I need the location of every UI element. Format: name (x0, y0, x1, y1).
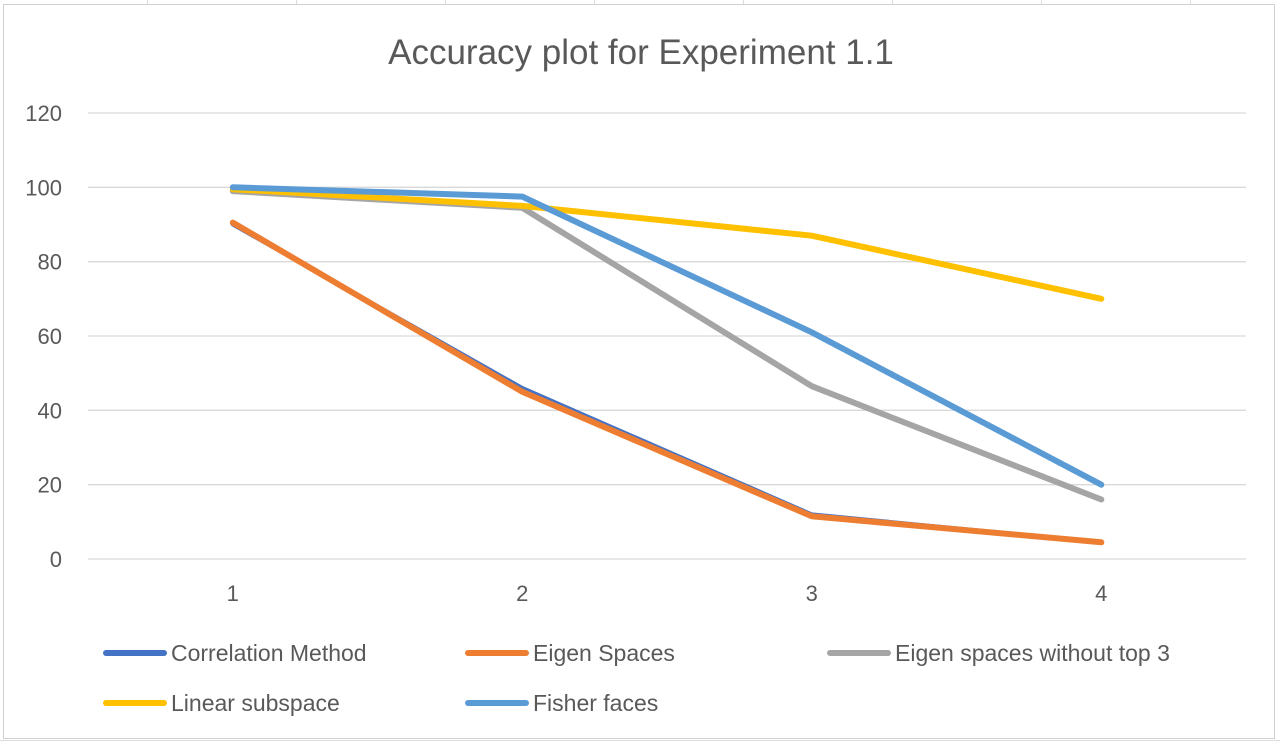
x-tick-label: 4 (1095, 581, 1107, 606)
legend: Correlation Method Eigen Spaces Eigen spac… (103, 640, 1170, 716)
x-axis-tick-labels: 1 2 3 4 (227, 581, 1108, 606)
sheet-gridline (892, 0, 893, 4)
sheet-gridline (594, 0, 595, 4)
sheet-gridline (743, 0, 744, 4)
y-tick-label: 60 (38, 324, 62, 349)
legend-label: Eigen Spaces (533, 640, 675, 666)
x-tick-label: 1 (227, 581, 239, 606)
x-tick-label: 3 (806, 581, 818, 606)
chart-title: Accuracy plot for Experiment 1.1 (388, 33, 894, 72)
legend-item-correlation-method[interactable]: Correlation Method (103, 640, 367, 666)
legend-item-eigen-spaces[interactable]: Eigen Spaces (465, 640, 675, 666)
legend-label: Linear subspace (171, 690, 340, 716)
series-line-eigen-spaces[interactable] (229, 219, 1105, 546)
gridlines (88, 112, 1246, 560)
series-line-linear-subspace[interactable] (229, 186, 1105, 302)
series-line-fisher-faces[interactable] (229, 184, 1105, 488)
y-tick-label: 100 (25, 175, 62, 200)
sheet-gridline (0, 740, 1280, 741)
legend-label: Eigen spaces without top 3 (895, 640, 1170, 666)
sheet-gridline (445, 0, 446, 4)
y-axis-tick-labels: 0 20 40 60 80 100 120 (25, 101, 62, 572)
legend-label: Correlation Method (171, 640, 367, 666)
x-tick-label: 2 (516, 581, 528, 606)
legend-item-eigen-spaces-without-top-3[interactable]: Eigen spaces without top 3 (827, 640, 1170, 666)
y-tick-label: 120 (25, 101, 62, 126)
y-tick-label: 80 (38, 250, 62, 275)
legend-item-fisher-faces[interactable]: Fisher faces (465, 690, 658, 716)
chart-area[interactable] (3, 4, 1275, 739)
sheet-gridline (1190, 0, 1191, 4)
legend-item-linear-subspace[interactable]: Linear subspace (103, 690, 340, 716)
sheet-gridline (147, 0, 148, 4)
sheet-gridline (296, 0, 297, 4)
series-lines (229, 184, 1105, 546)
y-tick-label: 0 (50, 547, 62, 572)
y-tick-label: 40 (38, 398, 62, 423)
sheet-gridline (1041, 0, 1042, 4)
legend-label: Fisher faces (533, 690, 658, 716)
y-tick-label: 20 (38, 473, 62, 498)
